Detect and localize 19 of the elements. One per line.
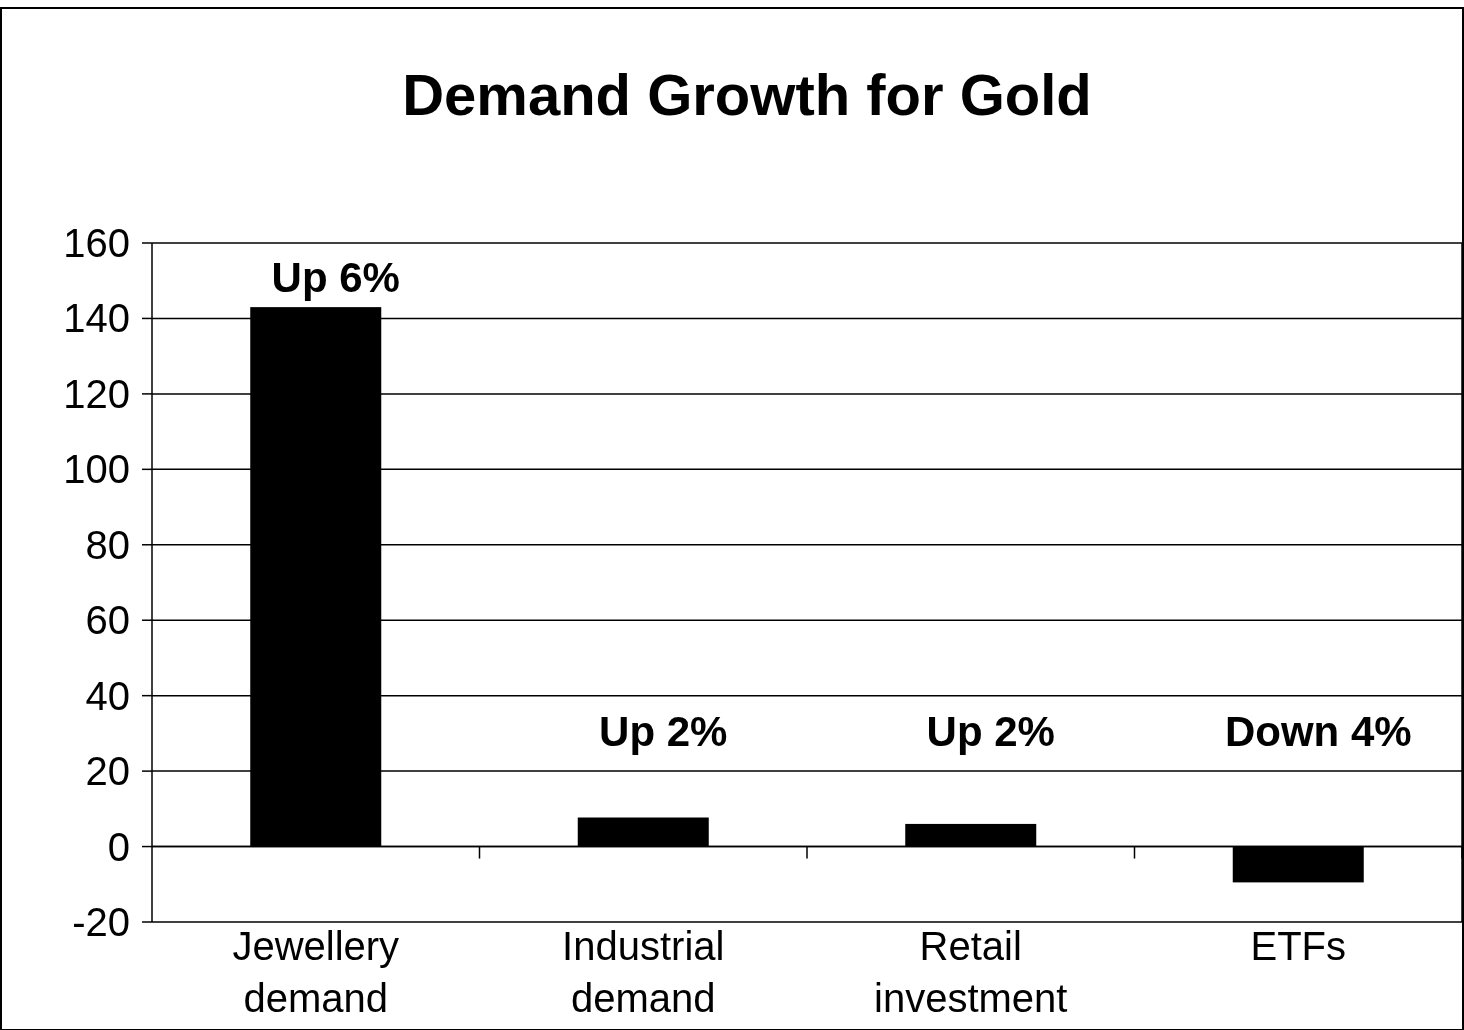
x-tick-label: Retail investment <box>874 924 1068 1020</box>
x-tick-label: ETFs <box>1250 924 1347 968</box>
annotation: Up 2% <box>926 708 1055 756</box>
y-tick-label: 60 <box>85 598 130 643</box>
y-tick-label: 120 <box>63 371 130 416</box>
y-tick-label: 80 <box>85 522 130 567</box>
annotation: Up 6% <box>271 253 400 301</box>
x-tick-label: Jewellery demand <box>232 924 400 1020</box>
y-tick-label: 40 <box>85 673 130 718</box>
chart-title: Demand Growth for Gold <box>402 62 1092 127</box>
x-tick-label: Industrial demand <box>562 924 725 1020</box>
annotation: Down 4% <box>1224 708 1412 756</box>
y-tick-label: -20 <box>72 900 130 944</box>
y-tick-label: 100 <box>63 447 130 492</box>
y-tick-label: 140 <box>63 296 130 341</box>
y-tick-label: 160 <box>63 221 130 265</box>
y-tick-label: 0 <box>107 824 130 869</box>
annotation: Up 2% <box>599 708 728 756</box>
y-tick-label: 20 <box>85 749 130 794</box>
